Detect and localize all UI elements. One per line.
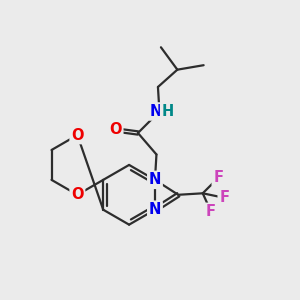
Text: O: O — [109, 122, 122, 137]
Text: N: N — [149, 202, 161, 217]
Text: N: N — [149, 104, 162, 119]
Text: F: F — [213, 170, 223, 185]
Text: F: F — [219, 190, 229, 205]
Text: N: N — [149, 172, 161, 188]
Text: O: O — [71, 128, 84, 142]
Text: O: O — [71, 187, 84, 202]
Text: F: F — [206, 204, 216, 219]
Text: H: H — [162, 104, 174, 119]
